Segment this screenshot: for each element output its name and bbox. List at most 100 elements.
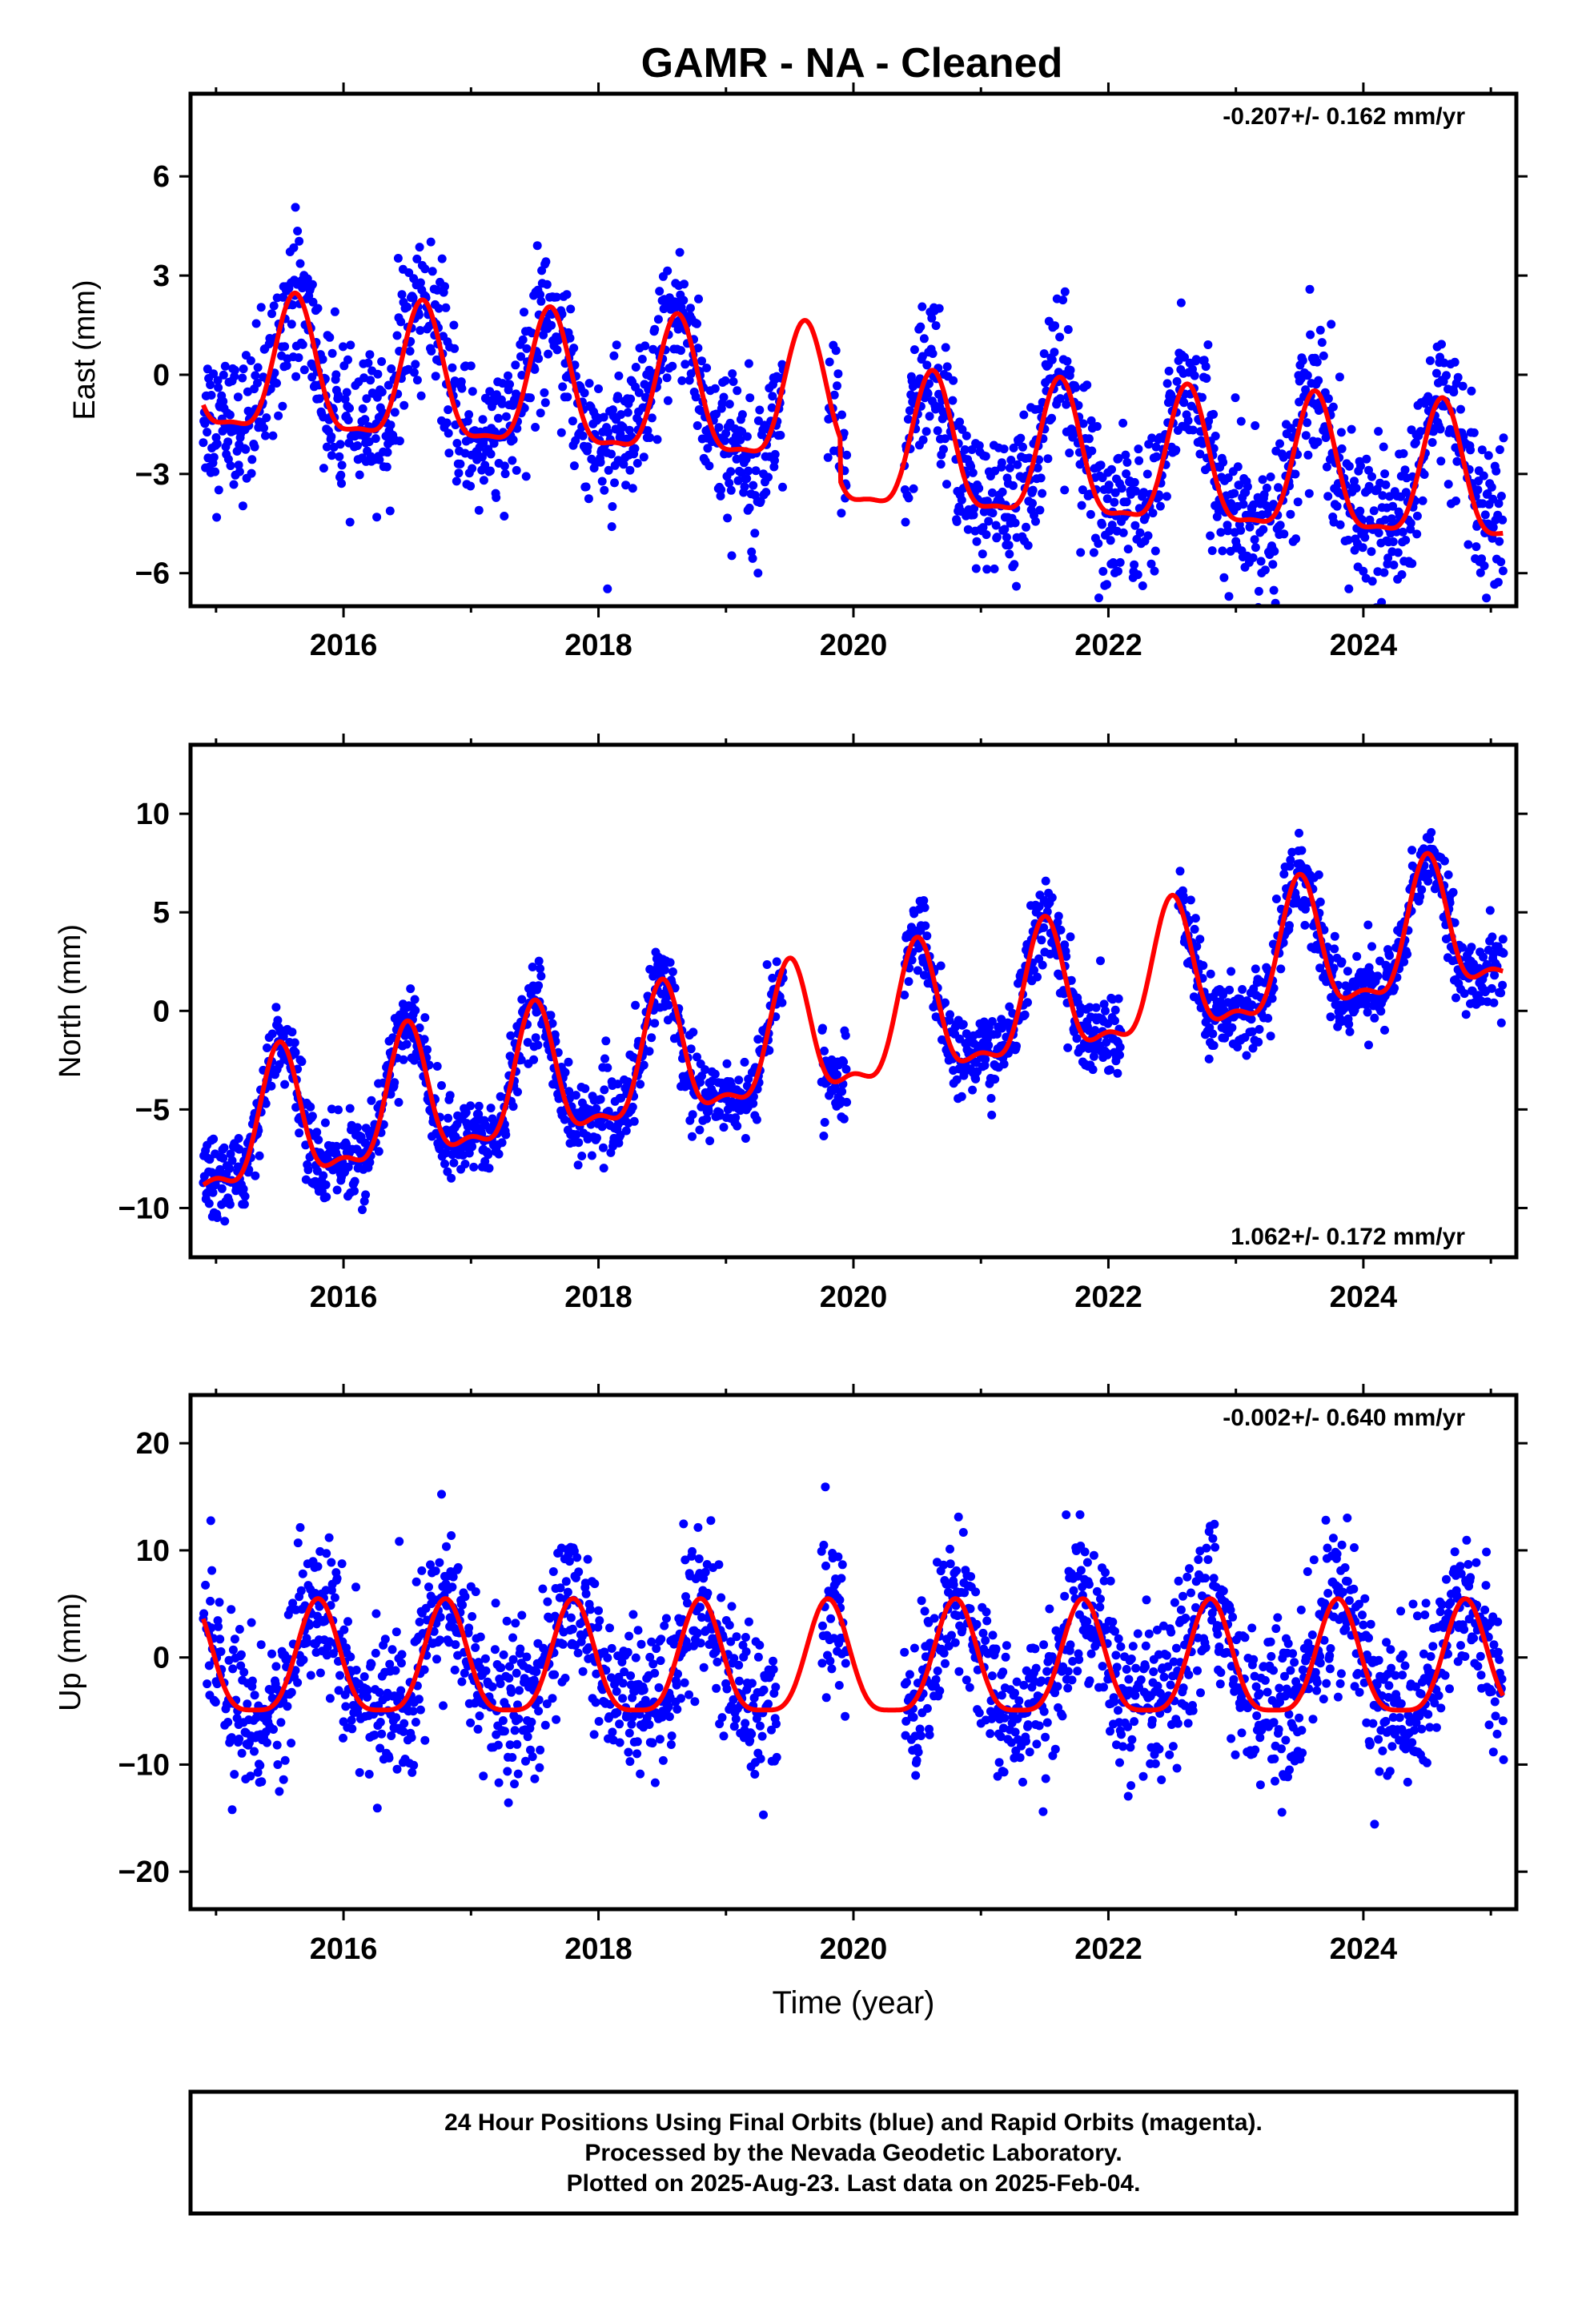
data-point [581, 1589, 591, 1598]
data-point [250, 442, 259, 452]
data-point [647, 1033, 656, 1043]
data-point [339, 1733, 347, 1743]
data-points [199, 828, 1508, 1226]
data-point [628, 1102, 637, 1112]
data-point [1358, 543, 1367, 553]
x-tick-label: 2022 [1074, 629, 1142, 662]
data-point [640, 341, 650, 351]
data-point [1343, 967, 1352, 976]
data-point [703, 444, 713, 453]
data-point [1050, 321, 1060, 331]
data-point [532, 241, 542, 251]
data-point [313, 1562, 323, 1571]
data-point [1038, 489, 1047, 498]
data-point [727, 1602, 737, 1611]
data-point [412, 1577, 421, 1586]
data-point [566, 304, 576, 314]
data-point [702, 364, 712, 372]
data-point [745, 393, 755, 403]
data-point [1399, 957, 1409, 967]
data-point [584, 379, 594, 388]
data-point [578, 1667, 588, 1676]
data-point [291, 203, 300, 212]
data-point [1367, 577, 1377, 586]
data-point [654, 1683, 664, 1692]
data-point [1490, 971, 1500, 980]
data-point [489, 439, 499, 448]
data-point [1260, 565, 1270, 575]
data-point [315, 1148, 325, 1157]
data-point [308, 297, 318, 307]
data-point [1249, 500, 1259, 509]
data-point [1054, 911, 1063, 921]
data-point [1219, 457, 1228, 467]
data-point [358, 404, 367, 413]
data-point [1495, 445, 1504, 454]
data-point [948, 396, 958, 405]
data-point [1171, 445, 1181, 455]
data-point [408, 293, 418, 303]
data-point [511, 360, 520, 370]
data-point [1477, 554, 1487, 564]
data-point [1248, 1043, 1258, 1053]
data-point [508, 456, 517, 465]
data-point [603, 1063, 612, 1072]
data-point [1022, 522, 1030, 532]
data-point [573, 1160, 583, 1170]
data-point [1380, 469, 1390, 479]
data-point [225, 1200, 235, 1209]
data-point [450, 376, 460, 386]
data-point [1134, 456, 1144, 465]
data-point [1363, 920, 1373, 930]
data-point [660, 965, 669, 975]
data-point [1016, 433, 1026, 443]
data-point [1443, 870, 1453, 879]
data-point [1498, 566, 1508, 576]
data-point [280, 1080, 290, 1089]
data-point [1356, 461, 1365, 471]
data-point [203, 1679, 212, 1689]
data-point [212, 1213, 222, 1222]
data-point [396, 317, 406, 327]
data-point [1266, 472, 1275, 481]
data-point [729, 377, 738, 386]
data-point [653, 315, 663, 324]
data-point [1374, 529, 1383, 537]
data-point [273, 1760, 283, 1769]
data-point [594, 384, 603, 393]
data-point [714, 1560, 724, 1570]
data-point [534, 354, 544, 364]
data-point [261, 1099, 271, 1108]
data-point [835, 1595, 845, 1605]
data-point [628, 1610, 638, 1619]
data-point [592, 1104, 601, 1113]
data-point [468, 464, 477, 473]
data-point [991, 521, 1001, 530]
data-point [1242, 1051, 1251, 1060]
data-point [411, 1718, 420, 1727]
data-point [917, 302, 927, 312]
data-point [239, 364, 248, 374]
data-point [1250, 535, 1259, 545]
data-point [644, 1720, 654, 1729]
data-point [457, 1677, 467, 1687]
data-point [306, 1671, 315, 1680]
data-point [1291, 469, 1300, 479]
data-point [917, 1596, 926, 1606]
data-point [655, 287, 665, 296]
data-point [471, 1587, 480, 1597]
data-point [508, 435, 518, 444]
data-point [541, 257, 551, 267]
data-point [496, 1679, 505, 1688]
data-point [491, 1598, 500, 1608]
data-point [1401, 536, 1411, 545]
data-point [1482, 593, 1492, 603]
data-point [696, 1638, 705, 1648]
data-point [291, 1103, 301, 1112]
data-point [1005, 463, 1014, 472]
data-point [327, 432, 336, 441]
data-point [1269, 983, 1279, 993]
data-point [415, 1617, 424, 1626]
data-point [1047, 413, 1057, 423]
data-point [1303, 371, 1312, 380]
